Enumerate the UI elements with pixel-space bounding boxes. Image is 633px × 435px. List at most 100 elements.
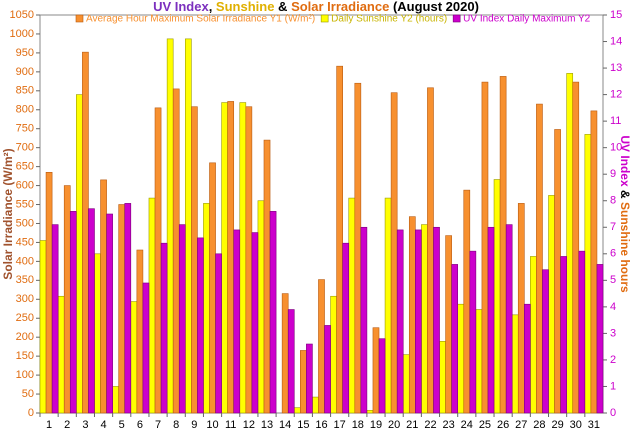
bar <box>524 303 531 414</box>
bar <box>300 350 307 414</box>
x-tick-label: 30 <box>570 419 582 431</box>
x-tick-label: 9 <box>191 419 197 431</box>
bar <box>239 102 247 414</box>
title-part: UV Index <box>153 0 209 14</box>
y-tick-label: 350 <box>16 274 34 286</box>
bar <box>451 264 459 414</box>
bar <box>263 139 271 414</box>
bar <box>542 269 549 414</box>
x-tick-label: 23 <box>443 419 455 431</box>
x-tick-label: 7 <box>155 419 161 431</box>
bar <box>112 386 119 414</box>
y2-tick-label: 11 <box>610 115 621 127</box>
y2-tick-label: 0 <box>610 407 616 419</box>
y-tick-label: 850 <box>16 85 34 97</box>
bar <box>445 235 452 414</box>
x-tick-label: 4 <box>101 419 107 431</box>
bar <box>178 224 186 414</box>
y-tick-label: 100 <box>16 369 34 381</box>
bar <box>45 172 53 414</box>
y2-tick-label: 13 <box>610 62 622 74</box>
x-tick-label: 18 <box>352 419 364 431</box>
y-tick-label: 650 <box>16 161 34 173</box>
y2-tick-label: 8 <box>610 195 616 207</box>
bar <box>130 301 138 414</box>
y-tick-label: 950 <box>16 47 34 59</box>
bar <box>245 106 253 414</box>
bar <box>118 204 126 414</box>
chart-title: UV Index, Sunshine & Solar Irradiance (A… <box>153 0 479 14</box>
bar <box>457 303 465 414</box>
bar <box>172 88 180 414</box>
bar <box>51 224 59 414</box>
bar <box>69 211 77 414</box>
bar <box>154 107 162 414</box>
bar <box>94 253 101 414</box>
y-tick-label: 50 <box>22 388 34 400</box>
bar <box>100 179 107 414</box>
bar <box>281 293 289 414</box>
bar <box>469 250 477 414</box>
y2-tick-label: 4 <box>610 301 616 313</box>
bar <box>124 203 132 414</box>
bar <box>481 81 489 414</box>
bar <box>184 38 192 414</box>
bar <box>415 229 422 414</box>
bar <box>63 185 71 414</box>
x-tick-label: 24 <box>461 419 473 431</box>
y2-tick-label: 6 <box>610 248 616 260</box>
y-tick-label: 500 <box>16 217 34 229</box>
y2-tick-label: 5 <box>610 274 616 286</box>
bar <box>106 213 113 414</box>
x-tick-label: 13 <box>261 419 273 431</box>
legend-swatch <box>452 14 461 23</box>
title-part: Solar Irradiance <box>291 0 389 14</box>
y2-tick-label: 9 <box>610 168 616 180</box>
y-tick-label: 400 <box>16 255 34 267</box>
bar <box>493 179 501 414</box>
bar <box>427 87 434 414</box>
bar <box>233 229 241 414</box>
y2-tick-label: 1 <box>610 380 616 392</box>
bar <box>554 129 561 414</box>
y-tick-label: 250 <box>16 312 34 324</box>
title-part: (August 2020) <box>389 0 479 14</box>
y-tick-label: 0 <box>28 407 34 419</box>
bar <box>39 240 47 414</box>
bar <box>499 76 507 414</box>
x-tick-label: 16 <box>315 419 327 431</box>
y2-tick-label: 14 <box>610 35 622 47</box>
y2-label-part: & <box>618 187 632 202</box>
y-axis-label: Solar Irradiance (W/m²) <box>1 148 15 279</box>
bar <box>215 253 222 414</box>
y2-label-part: UV Index <box>618 135 632 187</box>
x-tick-label: 29 <box>551 419 563 431</box>
bar <box>342 242 350 414</box>
bar <box>166 38 174 414</box>
legend-label: Daily Sunshine Y2 (hours) <box>331 14 447 25</box>
y2-tick-label: 15 <box>610 9 622 21</box>
x-tick-label: 17 <box>334 419 346 431</box>
bar <box>318 279 325 414</box>
bar <box>433 226 440 414</box>
bar <box>372 327 380 414</box>
x-tick-label: 3 <box>82 419 88 431</box>
bar <box>330 295 337 414</box>
bar <box>384 197 392 414</box>
bar <box>505 224 513 414</box>
x-tick-label: 25 <box>479 419 491 431</box>
bar <box>475 309 483 414</box>
x-tick-label: 21 <box>406 419 418 431</box>
y-tick-label: 1050 <box>10 9 34 21</box>
x-tick-label: 8 <box>173 419 179 431</box>
legend-label: UV Index Daily Maximum Y2 <box>463 14 591 25</box>
bar <box>517 203 525 414</box>
bar <box>257 200 265 414</box>
x-tick-label: 28 <box>533 419 545 431</box>
y-tick-label: 700 <box>16 142 34 154</box>
bar <box>584 134 592 414</box>
bar <box>209 162 216 414</box>
bar <box>408 216 416 414</box>
x-tick-label: 27 <box>515 419 527 431</box>
y-tick-label: 800 <box>16 104 34 116</box>
